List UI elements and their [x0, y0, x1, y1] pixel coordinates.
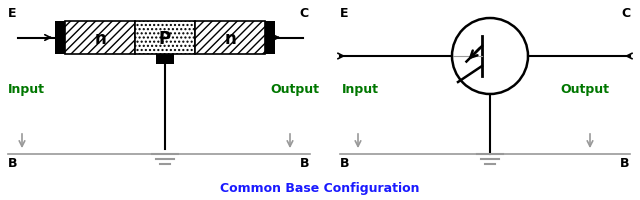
- Text: Common Base Configuration: Common Base Configuration: [220, 181, 420, 194]
- Bar: [55, 22, 65, 55]
- Text: Output: Output: [270, 83, 319, 96]
- Text: C: C: [621, 7, 630, 20]
- Text: n: n: [94, 29, 106, 47]
- Text: C: C: [299, 7, 308, 20]
- Text: n: n: [224, 29, 236, 47]
- Text: E: E: [340, 7, 349, 20]
- Text: P: P: [159, 29, 171, 47]
- Bar: [65, 22, 135, 55]
- Bar: [195, 22, 265, 55]
- Bar: [135, 22, 195, 55]
- Text: B: B: [8, 156, 17, 169]
- Text: B: B: [340, 156, 349, 169]
- Text: Output: Output: [560, 83, 609, 96]
- Bar: [195, 22, 265, 55]
- Text: Input: Input: [342, 83, 379, 96]
- Bar: [265, 22, 275, 55]
- Text: Input: Input: [8, 83, 45, 96]
- Text: B: B: [620, 156, 630, 169]
- Bar: [135, 22, 195, 55]
- Text: E: E: [8, 7, 17, 20]
- Bar: [65, 22, 135, 55]
- Bar: [156, 55, 174, 65]
- Text: B: B: [300, 156, 310, 169]
